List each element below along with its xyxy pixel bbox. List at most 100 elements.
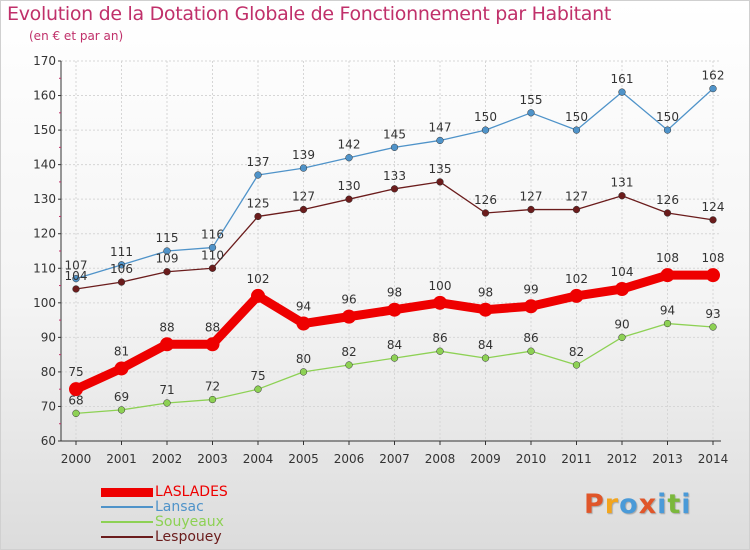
data-label-souyeaux: 84 xyxy=(478,338,493,352)
logo-letter: t xyxy=(667,489,682,520)
data-label-laslades: 96 xyxy=(341,293,356,307)
x-tick-label: 2004 xyxy=(243,452,274,466)
data-label-souyeaux: 82 xyxy=(569,345,584,359)
data-point-laslades xyxy=(114,361,129,376)
data-label-laslades: 108 xyxy=(702,251,725,265)
data-label-lespouey: 124 xyxy=(702,200,725,214)
data-point-laslades xyxy=(251,288,265,303)
x-tick-label: 2002 xyxy=(152,452,183,466)
data-point-laslades xyxy=(160,337,174,352)
data-label-lansac: 116 xyxy=(201,228,224,242)
data-label-lansac: 137 xyxy=(247,155,270,169)
logo-letter: i xyxy=(657,489,668,520)
legend-swatch xyxy=(101,536,153,538)
data-label-lespouey: 126 xyxy=(474,193,497,207)
data-label-lansac: 162 xyxy=(702,69,725,83)
y-tick-label: 60 xyxy=(41,434,56,448)
data-point-lespouey xyxy=(436,178,444,186)
data-label-laslades: 88 xyxy=(205,320,220,334)
data-point-souyeaux xyxy=(254,385,262,393)
data-label-lansac: 161 xyxy=(611,72,634,86)
data-point-lansac xyxy=(72,274,80,283)
data-point-souyeaux xyxy=(709,323,717,331)
data-label-lansac: 115 xyxy=(156,231,179,245)
data-point-souyeaux xyxy=(299,368,308,376)
data-label-souyeaux: 71 xyxy=(159,383,174,397)
data-label-lespouey: 110 xyxy=(201,248,224,262)
data-point-souyeaux xyxy=(345,361,353,369)
data-label-lansac: 150 xyxy=(656,110,679,124)
legend-label: Souyeaux xyxy=(155,514,224,530)
data-point-laslades xyxy=(433,295,447,310)
data-point-laslades xyxy=(706,268,720,283)
data-label-lespouey: 109 xyxy=(156,252,179,266)
data-label-lansac: 142 xyxy=(338,138,361,152)
x-tick-label: 2013 xyxy=(652,452,683,466)
data-point-lespouey xyxy=(208,264,217,272)
x-tick-label: 2008 xyxy=(425,452,456,466)
x-tick-label: 2007 xyxy=(379,452,410,466)
data-point-lansac xyxy=(299,164,308,172)
legend-swatch xyxy=(101,506,153,508)
data-point-lespouey xyxy=(709,216,717,224)
logo-letter: r xyxy=(604,489,620,520)
data-label-lansac: 139 xyxy=(292,148,315,162)
legend-label: Lespouey xyxy=(155,529,222,545)
data-label-souyeaux: 75 xyxy=(250,369,265,383)
data-label-lespouey: 104 xyxy=(65,269,88,283)
x-tick-label: 2012 xyxy=(607,452,638,466)
y-tick-label: 120 xyxy=(33,227,56,241)
data-point-lansac xyxy=(117,261,126,269)
data-label-souyeaux: 94 xyxy=(660,304,675,318)
legend-label: LASLADES xyxy=(155,484,228,500)
data-point-laslades xyxy=(478,302,493,317)
x-tick-label: 2006 xyxy=(334,452,365,466)
data-label-lansac: 145 xyxy=(383,127,406,141)
y-tick-label: 100 xyxy=(33,296,56,310)
data-label-souyeaux: 86 xyxy=(432,331,447,345)
data-label-lansac: 150 xyxy=(474,110,497,124)
data-point-souyeaux xyxy=(72,409,80,418)
chart-subtitle: (en € et par an) xyxy=(29,29,124,43)
data-point-lespouey xyxy=(618,192,626,200)
data-point-lansac xyxy=(618,88,626,96)
data-point-souyeaux xyxy=(527,347,535,355)
data-point-souyeaux xyxy=(436,347,444,355)
data-label-laslades: 108 xyxy=(656,251,679,265)
logo-letter: i xyxy=(681,489,692,520)
data-point-lansac xyxy=(436,136,444,145)
data-point-lespouey xyxy=(163,268,171,276)
data-label-lespouey: 135 xyxy=(429,162,452,176)
data-label-laslades: 88 xyxy=(159,320,174,334)
data-point-lespouey xyxy=(72,285,80,293)
data-point-lespouey xyxy=(572,205,581,214)
y-tick-label: 140 xyxy=(33,158,56,172)
data-label-lansac: 111 xyxy=(110,245,133,259)
data-point-lespouey xyxy=(299,205,308,214)
y-tick-label: 170 xyxy=(33,54,56,68)
data-label-lespouey: 130 xyxy=(338,179,361,193)
data-label-souyeaux: 84 xyxy=(387,338,402,352)
data-label-laslades: 75 xyxy=(68,365,83,379)
data-point-lansac xyxy=(709,84,717,93)
data-label-lansac: 150 xyxy=(565,110,588,124)
data-point-lespouey xyxy=(390,185,399,193)
data-label-souyeaux: 82 xyxy=(341,345,356,359)
data-point-souyeaux xyxy=(481,354,490,362)
data-point-laslades xyxy=(569,288,584,303)
x-tick-label: 2003 xyxy=(197,452,228,466)
data-point-souyeaux xyxy=(572,361,581,369)
proxiti-logo: Proxiti xyxy=(584,489,692,520)
data-point-lespouey xyxy=(481,209,490,217)
data-point-lespouey xyxy=(117,278,126,286)
data-label-laslades: 81 xyxy=(114,344,129,358)
data-point-lansac xyxy=(163,247,171,255)
y-tick-label: 80 xyxy=(41,365,56,379)
data-label-laslades: 99 xyxy=(523,282,538,296)
data-label-lespouey: 106 xyxy=(110,262,133,276)
data-label-lespouey: 127 xyxy=(520,190,543,204)
data-point-souyeaux xyxy=(117,406,126,414)
data-label-souyeaux: 80 xyxy=(296,352,311,366)
data-label-laslades: 104 xyxy=(611,265,634,279)
data-label-souyeaux: 68 xyxy=(68,393,83,407)
